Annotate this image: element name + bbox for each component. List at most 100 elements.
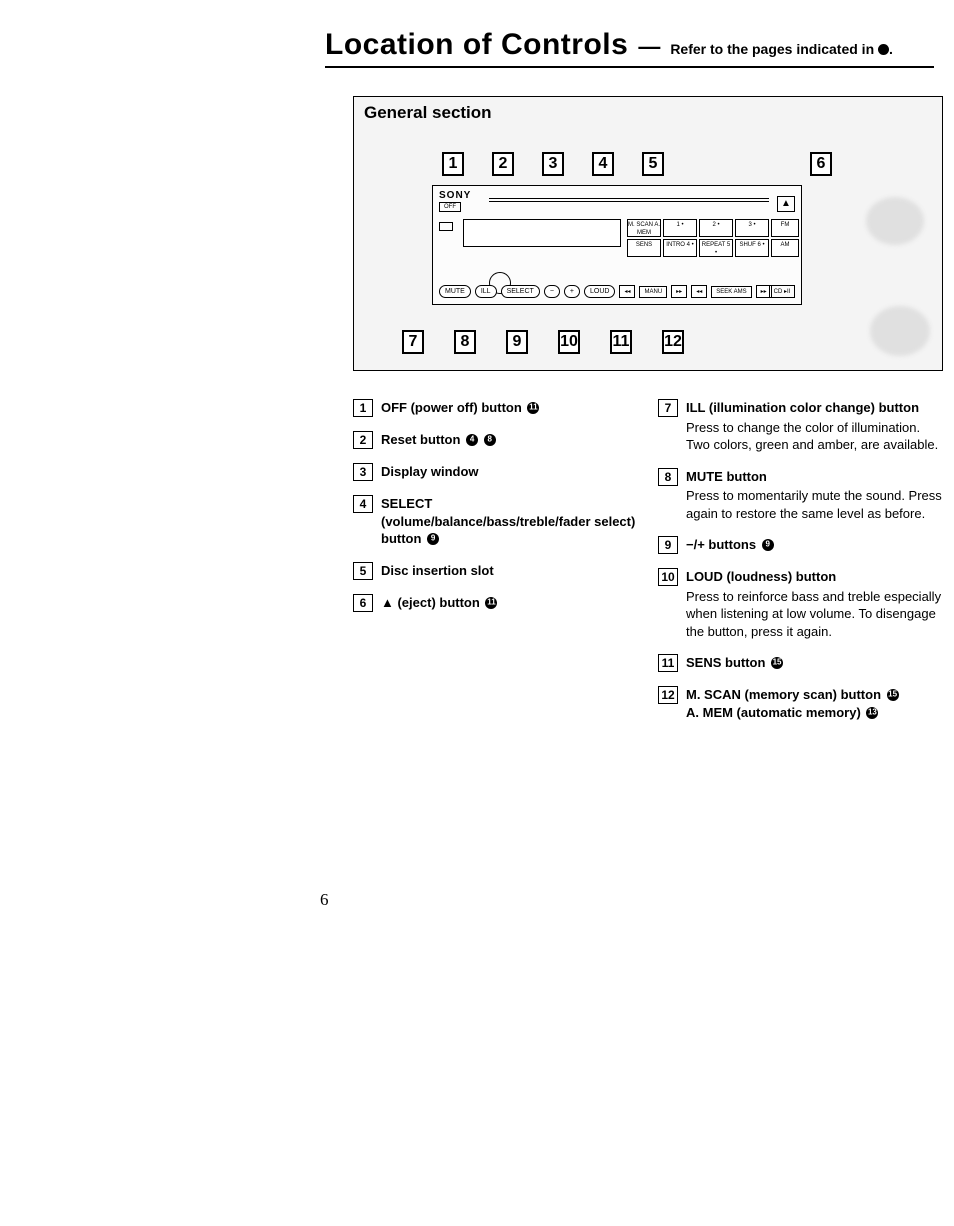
legend-num: 2 xyxy=(353,431,373,449)
legend-head: Reset button xyxy=(381,431,496,449)
control-button: ILL xyxy=(475,285,497,298)
page-title: Location of Controls — Refer to the page… xyxy=(325,28,934,68)
control-button: SELECT xyxy=(501,285,540,298)
legend-num: 5 xyxy=(353,562,373,580)
legend-head: LOUD (loudness) button xyxy=(686,568,943,586)
control-button: + xyxy=(564,285,580,298)
legend-desc: Press to momentarily mute the sound. Pre… xyxy=(686,487,943,522)
preset-button: M. SCAN A. MEM xyxy=(627,219,661,237)
legend-body: SELECT (volume/balance/bass/treble/fader… xyxy=(381,495,638,548)
title-sub-suffix: . xyxy=(889,41,893,57)
legend-desc: Press to reinforce bass and treble espec… xyxy=(686,588,943,641)
legend-num: 6 xyxy=(353,594,373,612)
callout-11: 11 xyxy=(610,330,632,354)
decorative-blob xyxy=(870,306,930,356)
legend-num: 1 xyxy=(353,399,373,417)
legend-head-extra: A. MEM (automatic memory) xyxy=(686,704,899,722)
legend-head: M. SCAN (memory scan) button xyxy=(686,686,899,704)
legend-item-9: 9 −/+ buttons xyxy=(658,536,943,554)
control-button: SEEK AMS xyxy=(711,286,751,298)
legend-body: M. SCAN (memory scan) button A. MEM (aut… xyxy=(686,686,899,721)
legend-num: 3 xyxy=(353,463,373,481)
preset-button: 3 • xyxy=(735,219,769,237)
preset-button: AM xyxy=(771,239,799,257)
page-ref-icon xyxy=(762,539,774,551)
cassette-icon xyxy=(439,222,453,231)
legend-head: MUTE button xyxy=(686,468,943,486)
off-button: OFF xyxy=(439,202,461,212)
callout-9: 9 xyxy=(506,330,528,354)
legend-item-7: 7 ILL (illumination color change) button … xyxy=(658,399,943,454)
preset-button: 2 • xyxy=(699,219,733,237)
legend-right-col: 7 ILL (illumination color change) button … xyxy=(658,399,943,736)
stereo-face: SONY OFF ▲ M. SCAN A. MEM1 •2 •3 •FMSENS… xyxy=(432,185,802,305)
legend-body: −/+ buttons xyxy=(686,536,774,554)
display-window xyxy=(463,219,621,247)
legend-item-8: 8 MUTE button Press to momentarily mute t… xyxy=(658,468,943,523)
legend-body: Display window xyxy=(381,463,479,481)
callout-5: 5 xyxy=(642,152,664,176)
legend-num: 11 xyxy=(658,654,678,672)
preset-button: INTRO 4 • xyxy=(663,239,697,257)
preset-button: 1 • xyxy=(663,219,697,237)
preset-grid: M. SCAN A. MEM1 •2 •3 •FM SENSINTRO 4 •RE… xyxy=(627,219,799,257)
page-number: 6 xyxy=(320,890,329,910)
page-ref-icon xyxy=(527,402,539,414)
legend-body: Disc insertion slot xyxy=(381,562,494,580)
callout-1: 1 xyxy=(442,152,464,176)
page-ref-icon xyxy=(466,434,478,446)
legend-head: SENS button xyxy=(686,654,783,672)
preset-button: SENS xyxy=(627,239,661,257)
title-dash: — xyxy=(638,34,660,60)
callout-12: 12 xyxy=(662,330,684,354)
preset-button: FM xyxy=(771,219,799,237)
legend-body: OFF (power off) button xyxy=(381,399,539,417)
control-button: ◂◂ xyxy=(691,285,707,298)
legend-item-10: 10 LOUD (loudness) button Press to reinfo… xyxy=(658,568,943,640)
general-section-label: General section xyxy=(364,103,492,123)
control-button: − xyxy=(544,285,560,298)
legend-num: 4 xyxy=(353,495,373,513)
callout-2: 2 xyxy=(492,152,514,176)
page-ref-icon xyxy=(485,597,497,609)
diagram: General section 12345 6 SONY OFF ▲ M. SC… xyxy=(353,96,943,371)
callouts-bottom: 789101112 xyxy=(402,330,684,354)
control-button: ◂◂ xyxy=(619,285,635,298)
legend-body: MUTE button Press to momentarily mute th… xyxy=(686,468,943,523)
callout-10: 10 xyxy=(558,330,580,354)
legend-num: 10 xyxy=(658,568,678,586)
control-button: LOUD xyxy=(584,285,615,298)
legend-body: ILL (illumination color change) button P… xyxy=(686,399,943,454)
legend-item-6: 6 ▲ (eject) button xyxy=(353,594,638,612)
legend-item-4: 4 SELECT (volume/balance/bass/treble/fade… xyxy=(353,495,638,548)
title-main: Location of Controls xyxy=(325,28,628,62)
legend-item-1: 1 OFF (power off) button xyxy=(353,399,638,417)
legend-head: Disc insertion slot xyxy=(381,562,494,580)
control-button: MUTE xyxy=(439,285,471,298)
legend-head: ILL (illumination color change) button xyxy=(686,399,943,417)
legend-num: 9 xyxy=(658,536,678,554)
legend-desc: Press to change the color of illuminatio… xyxy=(686,419,943,454)
callouts-top-left: 12345 xyxy=(442,152,664,176)
page-ref-icon xyxy=(771,657,783,669)
legend-num: 7 xyxy=(658,399,678,417)
callout-7: 7 xyxy=(402,330,424,354)
legend-head: ▲ (eject) button xyxy=(381,594,497,612)
callout-4: 4 xyxy=(592,152,614,176)
legend-item-3: 3 Display window xyxy=(353,463,638,481)
legend-body: ▲ (eject) button xyxy=(381,594,497,612)
eject-button: ▲ xyxy=(777,196,795,212)
preset-button: REPEAT 5 • xyxy=(699,239,733,257)
legend-body: LOUD (loudness) button Press to reinforc… xyxy=(686,568,943,640)
legend-num: 8 xyxy=(658,468,678,486)
callouts-top-right: 6 xyxy=(810,152,832,176)
legend-item-5: 5 Disc insertion slot xyxy=(353,562,638,580)
disc-slot xyxy=(489,198,769,202)
bullet-icon xyxy=(878,44,889,55)
legend-num: 12 xyxy=(658,686,678,704)
legend-item-11: 11 SENS button xyxy=(658,654,943,672)
callout-6: 6 xyxy=(810,152,832,176)
bottom-row: MUTEILLSELECT−+LOUD◂◂MANU▸▸◂◂SEEK AMS▸▸ xyxy=(439,285,772,298)
page-ref-icon xyxy=(484,434,496,446)
legend: 1OFF (power off) button 2Reset button 3D… xyxy=(353,399,943,736)
